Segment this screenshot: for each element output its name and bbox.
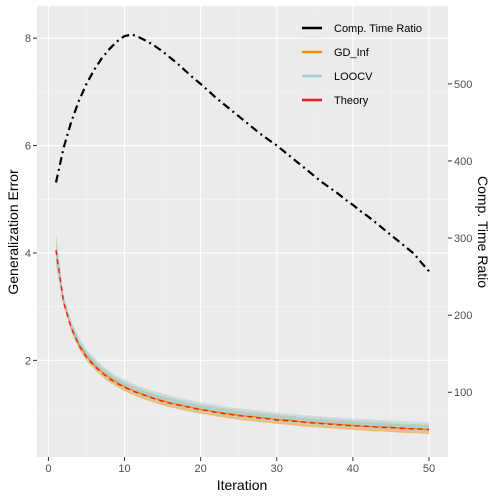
series-line-theory: [55, 250, 430, 431]
y-tick-label: 4: [25, 248, 31, 260]
x-axis: 0 10 20 30 40 50: [45, 457, 435, 475]
series-lines: [54, 33, 430, 431]
y2-tick-label: 100: [454, 387, 472, 399]
x-tick-label: 20: [195, 463, 207, 475]
legend-label: Theory: [334, 95, 369, 107]
x-tick-label: 30: [271, 463, 283, 475]
y-tick-label: 8: [25, 33, 31, 45]
y-tick-label: 2: [25, 355, 31, 367]
x-tick-label: 40: [347, 463, 359, 475]
y-axis-right: 100 200 300 400 500: [448, 79, 472, 399]
y2-tick-label: 200: [454, 310, 472, 322]
y-axis-left: 2 4 6 8: [25, 33, 37, 367]
x-tick-label: 0: [45, 463, 51, 475]
y2-tick-label: 500: [454, 79, 472, 91]
y2-tick-label: 400: [454, 156, 472, 168]
y-tick-label: 6: [25, 141, 31, 153]
legend: Comp. Time Ratio GD_Inf LOOCV Theory: [300, 18, 422, 110]
legend-label: GD_Inf: [334, 47, 370, 59]
x-tick-label: 10: [118, 463, 130, 475]
plot-panel: [37, 6, 448, 457]
y-axis-title: Generalization Error: [5, 169, 21, 295]
series-line-comp-time-ratio: [54, 33, 430, 272]
series-line-loocv: [55, 250, 430, 428]
legend-label: Comp. Time Ratio: [334, 23, 422, 35]
x-axis-title: Iteration: [217, 477, 268, 493]
y2-axis-title: Comp. Time Ratio: [475, 176, 491, 288]
y2-tick-label: 300: [454, 233, 472, 245]
legend-label: LOOCV: [334, 71, 373, 83]
x-tick-label: 50: [423, 463, 435, 475]
